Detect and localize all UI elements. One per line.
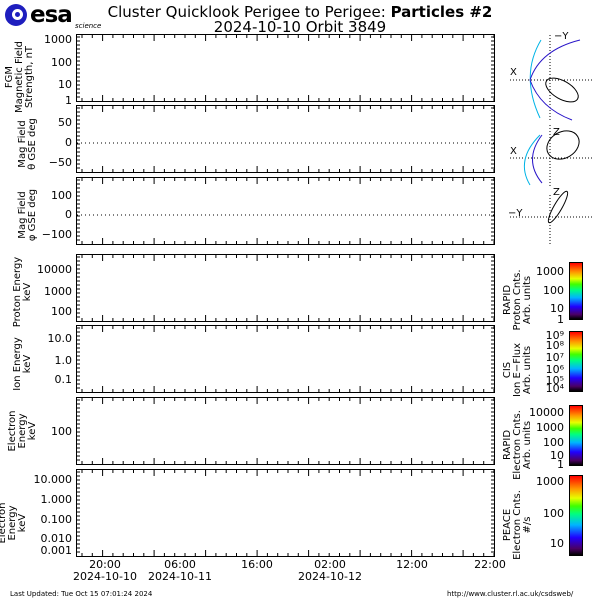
cbar-tick: 100 — [543, 436, 564, 449]
cbar-tick: 100 — [543, 284, 564, 297]
colorbar-rapid-proton — [569, 262, 583, 320]
ytick: 10.0 — [47, 332, 73, 345]
ytick: 0 — [65, 136, 72, 149]
orbit-plots — [510, 35, 592, 245]
ytick: −100 — [41, 228, 72, 241]
ytick: 1000 — [44, 285, 72, 298]
ytick: 1.0 — [54, 354, 73, 367]
cbar-tick: 1000 — [536, 421, 564, 434]
panel-electron-energy-peace — [76, 469, 495, 557]
ytick: 10 — [58, 78, 72, 91]
colorbar-label-cis-ion: CIS Ion E−Flux Arb. units — [502, 342, 533, 398]
xtick-4: 02:00 2024-10-12 — [298, 558, 362, 583]
orbit1-axis-h: X — [510, 67, 517, 78]
esa-logo-subtitle: science — [75, 22, 102, 30]
cbar-tick: 1 — [557, 458, 564, 471]
cbar-tick: 10⁷ — [545, 351, 564, 364]
ytick: 100 — [51, 189, 72, 202]
xtick-5: 12:00 — [396, 558, 428, 571]
panel-electron-energy-rapid — [76, 397, 495, 465]
esa-logo-text: esa — [30, 2, 73, 28]
colorbar-label-rapid-proton: RAPID Proton Cnts. Arb. units — [502, 269, 533, 331]
colorbar-label-peace-electron: PEACE Electron Cnts. #/s — [502, 490, 533, 560]
colorbar-rapid-electron — [569, 405, 583, 466]
panel-phi-gse — [76, 177, 496, 245]
ytick: 1000 — [44, 33, 72, 46]
cbar-tick: 1 — [557, 313, 564, 326]
cbar-tick: 100 — [543, 507, 564, 520]
ytick: 0.100 — [40, 513, 73, 526]
page-subtitle: 2024-10-10 Orbit 3849 — [213, 18, 387, 36]
ytick: 50 — [58, 116, 72, 129]
xtick-6: 22:00 — [474, 558, 506, 571]
xtick-3: 16:00 — [241, 558, 273, 571]
ytick: 0.001 — [40, 544, 73, 557]
cbar-tick: 1000 — [536, 265, 564, 278]
orbit3-axis-h: −Y — [508, 208, 523, 219]
orbit-plot-yz — [510, 190, 592, 245]
ytick: 10000 — [37, 263, 72, 276]
esa-logo-dot — [15, 12, 20, 17]
ytick: 1 — [65, 94, 72, 107]
colorbar-cis-ion — [569, 331, 583, 392]
panel-ion-energy — [76, 325, 495, 393]
colorbar-peace-electron — [569, 475, 583, 556]
xtick-1: 20:00 2024-10-10 — [73, 558, 137, 583]
ytick: 100 — [51, 56, 72, 69]
orbit2-axis-h: X — [510, 146, 517, 157]
ytick: 0.010 — [40, 532, 73, 545]
orbit3-axis-v: Z — [553, 187, 560, 198]
cbar-tick: 10 — [550, 537, 564, 550]
page-title: Cluster Quicklook Perigee to Perigee: Pa… — [107, 3, 493, 21]
orbit2-axis-v: Z — [553, 127, 560, 138]
panel-theta-gse — [76, 105, 496, 173]
ytick: 100 — [51, 425, 72, 438]
panel-fgm-strength — [76, 34, 495, 102]
ytick: 100 — [51, 305, 72, 318]
orbit-plot-xy — [510, 35, 592, 122]
cbar-tick: 10 — [550, 302, 564, 315]
cbar-tick: 10⁹ — [545, 329, 564, 342]
ytick: 10.000 — [33, 473, 73, 486]
ytick: 1.000 — [40, 493, 73, 506]
cbar-tick: 10 — [550, 449, 564, 462]
last-updated: Last Updated: Tue Oct 15 07:01:24 2024 — [10, 590, 153, 598]
xtick-2: 06:00 2024-10-11 — [148, 558, 212, 583]
cbar-tick: 10⁴ — [545, 382, 564, 395]
cbar-tick: 10000 — [529, 406, 564, 419]
cbar-tick: 10⁶ — [545, 363, 564, 376]
cbar-tick: 10⁵ — [545, 374, 564, 387]
cbar-tick: 1000 — [536, 475, 564, 488]
ytick: −50 — [48, 156, 72, 169]
panel-proton-energy — [76, 254, 495, 322]
ytick: 0.1 — [54, 373, 73, 386]
orbit1-axis-v: −Y — [554, 31, 569, 42]
cbar-tick: 10⁸ — [545, 339, 564, 352]
footer-url[interactable]: http://www.cluster.rl.ac.uk/csdsweb/ — [447, 590, 574, 598]
orbit-plot-xz — [510, 125, 592, 187]
colorbar-label-rapid-electron: RAPID Electron Cnts. Arb. units — [502, 410, 533, 480]
ytick: 0 — [65, 208, 72, 221]
